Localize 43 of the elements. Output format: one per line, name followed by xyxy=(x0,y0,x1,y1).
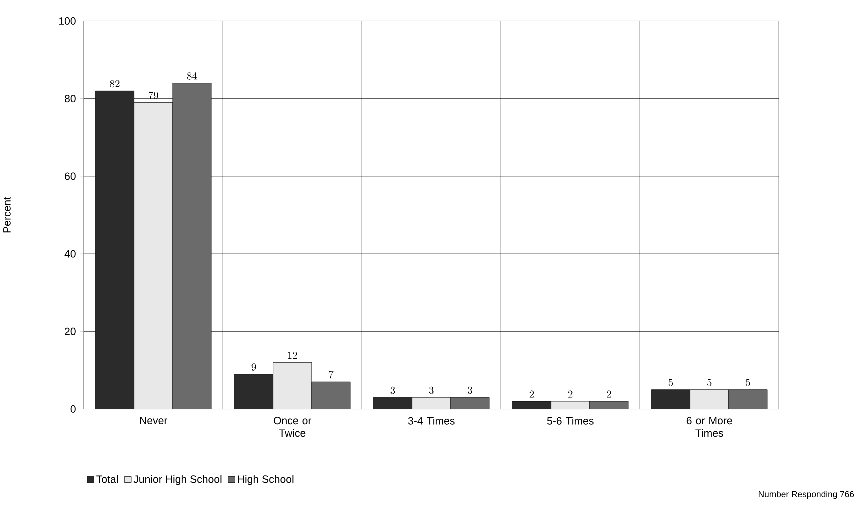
y-tick-label: 100 xyxy=(59,18,76,26)
data-label: 3 xyxy=(429,387,434,394)
data-label: 79 xyxy=(148,92,158,100)
y-tick-label: 0 xyxy=(70,406,76,414)
bar xyxy=(450,398,490,410)
data-label: 7 xyxy=(329,371,334,379)
x-tick-label: 3-4 Times xyxy=(408,417,455,426)
data-label: 84 xyxy=(187,72,198,80)
bar xyxy=(234,374,274,410)
y-tick-label: 20 xyxy=(65,328,76,336)
bar xyxy=(651,390,690,410)
x-tick-label: 6 or More Times xyxy=(686,417,732,438)
data-label: 2 xyxy=(607,390,612,398)
y-tick-label: 60 xyxy=(65,172,76,180)
y-tick-label: 40 xyxy=(64,250,76,258)
bar xyxy=(412,398,451,410)
text: Number Responding 766 xyxy=(759,491,854,500)
data-label: 12 xyxy=(288,352,298,360)
bar xyxy=(134,102,174,410)
data-label: 3 xyxy=(390,387,396,394)
data-label: 2 xyxy=(530,390,534,398)
x-tick-label: Never xyxy=(140,417,168,425)
data-label: 5 xyxy=(707,379,712,387)
bar xyxy=(374,398,412,410)
legend-label: Total xyxy=(96,476,118,484)
data-label: 5 xyxy=(746,379,750,387)
bar xyxy=(728,390,768,410)
bar xyxy=(312,382,351,410)
y-axis-title: Percent xyxy=(4,197,11,233)
data-label: 9 xyxy=(252,364,256,372)
bar xyxy=(273,362,312,410)
bar xyxy=(690,390,730,410)
y-tick-label: 80 xyxy=(64,95,76,103)
data-label: 82 xyxy=(110,80,120,88)
bar xyxy=(172,83,212,410)
x-tick-label: 5-6 Times xyxy=(547,417,594,426)
data-label: 3 xyxy=(468,387,472,394)
data-label: 5 xyxy=(668,379,674,387)
legend-label: Junior High School xyxy=(134,476,222,486)
x-tick-label: Once or Twice xyxy=(274,417,312,438)
legend-label: High School xyxy=(238,476,294,486)
data-label: 2 xyxy=(568,390,573,398)
bar xyxy=(96,91,135,410)
